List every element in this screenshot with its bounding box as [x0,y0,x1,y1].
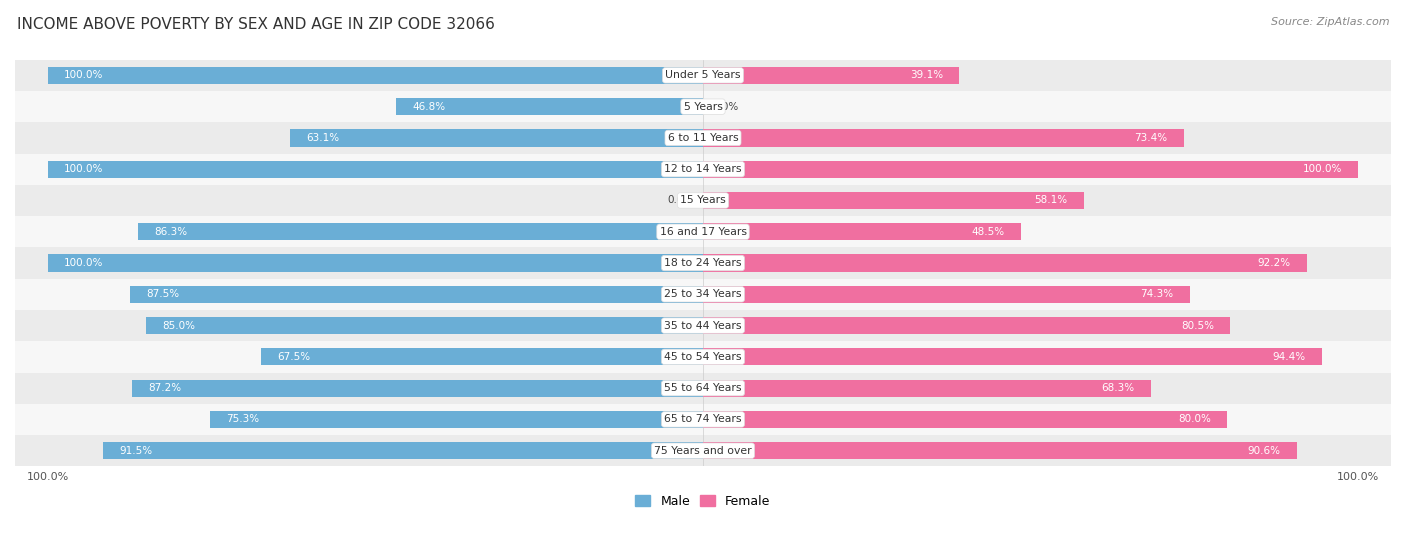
Bar [15,279,1391,310]
Text: 15 Years: 15 Years [681,196,725,206]
Bar [15,404,1391,435]
Bar [703,442,1296,459]
Bar [703,380,1150,397]
Text: 5 Years: 5 Years [683,102,723,112]
Text: Source: ZipAtlas.com: Source: ZipAtlas.com [1271,17,1389,27]
Text: 91.5%: 91.5% [120,446,153,456]
Text: 46.8%: 46.8% [413,102,446,112]
Bar [48,254,703,272]
Bar [15,435,1391,466]
Text: 74.3%: 74.3% [1140,290,1174,299]
Text: 48.5%: 48.5% [972,227,1004,237]
Text: 100.0%: 100.0% [1302,164,1341,174]
Text: 92.2%: 92.2% [1257,258,1291,268]
Bar [703,317,1230,334]
Text: 0.0%: 0.0% [713,102,740,112]
Text: 45 to 54 Years: 45 to 54 Years [664,352,742,362]
Bar [209,411,703,428]
Bar [703,160,1358,178]
Text: 58.1%: 58.1% [1035,196,1067,206]
Bar [703,192,1084,209]
Bar [290,129,703,146]
Bar [15,91,1391,122]
Bar [703,67,959,84]
Text: 35 to 44 Years: 35 to 44 Years [664,321,742,330]
Bar [703,254,1308,272]
Text: 63.1%: 63.1% [307,133,339,143]
Bar [48,67,703,84]
Text: 65 to 74 Years: 65 to 74 Years [664,414,742,424]
Bar [104,442,703,459]
Bar [15,372,1391,404]
Text: INCOME ABOVE POVERTY BY SEX AND AGE IN ZIP CODE 32066: INCOME ABOVE POVERTY BY SEX AND AGE IN Z… [17,17,495,32]
Text: 86.3%: 86.3% [153,227,187,237]
Text: 100.0%: 100.0% [65,164,104,174]
Bar [15,216,1391,248]
Bar [15,60,1391,91]
Bar [48,160,703,178]
Bar [15,248,1391,279]
Text: 80.5%: 80.5% [1181,321,1215,330]
Bar [260,348,703,366]
Text: 85.0%: 85.0% [163,321,195,330]
Bar [15,310,1391,341]
Bar [396,98,703,115]
Bar [138,223,703,240]
Text: 25 to 34 Years: 25 to 34 Years [664,290,742,299]
Text: 100.0%: 100.0% [65,70,104,80]
Bar [703,348,1322,366]
Text: 100.0%: 100.0% [65,258,104,268]
Text: 94.4%: 94.4% [1272,352,1305,362]
Text: 68.3%: 68.3% [1101,383,1135,393]
Text: 75.3%: 75.3% [226,414,259,424]
Text: 87.2%: 87.2% [148,383,181,393]
Text: 87.5%: 87.5% [146,290,179,299]
Text: 16 and 17 Years: 16 and 17 Years [659,227,747,237]
Bar [132,380,703,397]
Bar [703,411,1227,428]
Text: 12 to 14 Years: 12 to 14 Years [664,164,742,174]
Text: 6 to 11 Years: 6 to 11 Years [668,133,738,143]
Text: 75 Years and over: 75 Years and over [654,446,752,456]
Text: 0.0%: 0.0% [666,196,693,206]
Text: 90.6%: 90.6% [1247,446,1281,456]
Legend: Male, Female: Male, Female [630,490,776,513]
Bar [703,129,1184,146]
Text: 73.4%: 73.4% [1135,133,1167,143]
Bar [703,286,1189,303]
Bar [15,154,1391,185]
Text: 55 to 64 Years: 55 to 64 Years [664,383,742,393]
Bar [15,185,1391,216]
Bar [703,223,1021,240]
Text: 80.0%: 80.0% [1178,414,1211,424]
Bar [129,286,703,303]
Text: Under 5 Years: Under 5 Years [665,70,741,80]
Bar [15,122,1391,154]
Text: 39.1%: 39.1% [910,70,943,80]
Bar [146,317,703,334]
Bar [15,341,1391,372]
Text: 67.5%: 67.5% [277,352,311,362]
Text: 18 to 24 Years: 18 to 24 Years [664,258,742,268]
